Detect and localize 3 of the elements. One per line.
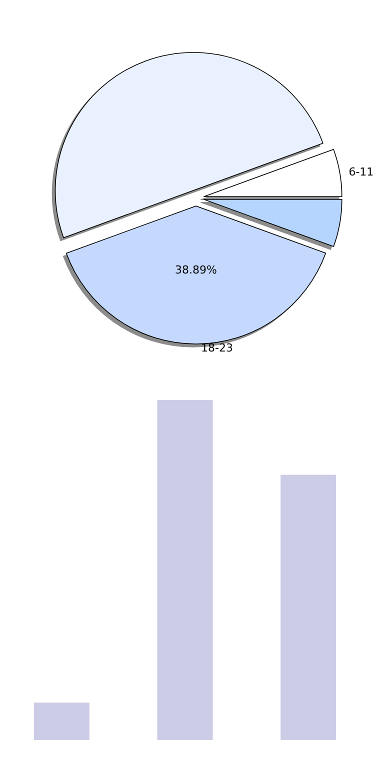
data-label: 38.89% [175, 264, 217, 276]
slice-label: 6-11 [348, 165, 374, 178]
slice-label: 18-23 [201, 342, 234, 354]
